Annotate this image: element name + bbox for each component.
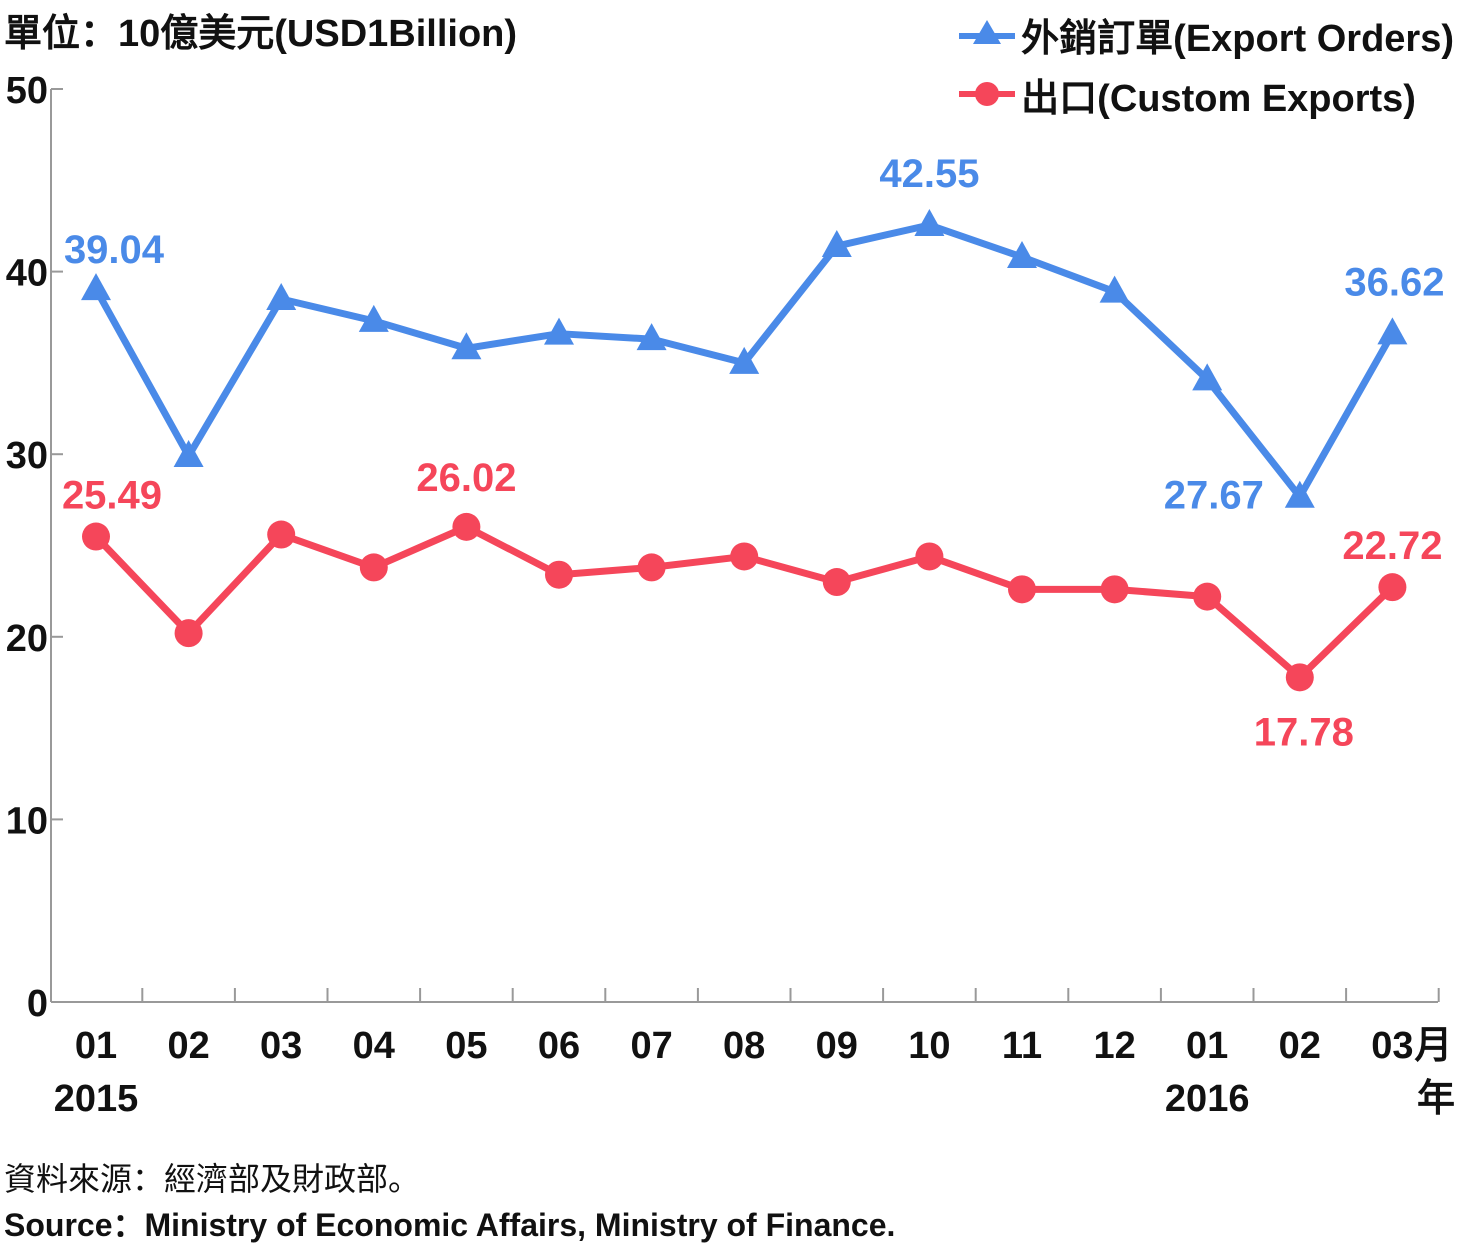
legend-item-custom-exports: 出口(Custom Exports) [957,64,1454,124]
x-tick-label: 05 [445,1025,487,1067]
source-note-english: Source：Ministry of Economic Affairs, Min… [4,1207,896,1243]
x-tick-label: 01 [75,1025,117,1067]
data-point-triangle [1007,240,1037,268]
legend-label-custom-exports: 出口(Custom Exports) [1021,77,1416,120]
x-tick-label: 04 [353,1025,395,1067]
x-tick-label: 06 [538,1025,580,1067]
data-point-triangle [636,323,667,351]
x-tick-label: 02 [1279,1025,1321,1067]
data-point-triangle [1099,275,1130,303]
legend-item-export-orders: 外銷訂單(Export Orders) [957,4,1454,64]
x-tick-label: 09 [816,1025,858,1067]
data-point-circle [267,520,296,549]
y-tick-label: 10 [6,800,48,842]
data-point-triangle [266,282,297,310]
data-point-circle [452,512,481,541]
data-point-circle [1193,582,1222,611]
y-tick-label: 30 [6,435,48,477]
data-point-triangle [914,209,945,237]
data-point-triangle [1284,480,1315,508]
x-tick-label: 11 [1002,1025,1042,1067]
data-point-circle [359,553,388,582]
data-point-circle [82,522,110,551]
data-label: 22.72 [1342,524,1442,568]
x-year-label: 2016 [1165,1078,1250,1120]
circle-marker-icon [959,82,1016,106]
data-point-triangle [544,317,574,345]
x-tick-label: 07 [630,1025,672,1067]
data-label: 42.55 [879,152,979,196]
triangle-marker-icon [959,20,1016,44]
y-tick-label: 50 [6,70,48,112]
y-tick-label: 40 [6,253,48,295]
axes: 0 10 20 30 40 50 01 02 03 04 05 06 07 08 09 10 11 12 01 02 0… [6,70,1455,1120]
data-point-triangle [729,346,760,374]
x-tick-label: 08 [723,1025,765,1067]
data-point-circle [1100,575,1129,604]
x-tick-label: 01 [1186,1025,1228,1067]
data-label: 17.78 [1254,710,1354,754]
source-note-chinese: 資料來源：經濟部及財政部。 [4,1161,421,1197]
unit-label: 單位：10億美元(USD1Billion) [4,13,518,55]
data-point-circle [730,542,759,571]
data-point-triangle [1192,363,1223,391]
data-point-circle [915,542,944,571]
data-point-circle [1378,573,1407,602]
labels-layer: 39.04 42.55 27.67 36.62 25.49 26.02 17.78 22.72 [62,152,1445,754]
data-point-circle [174,619,203,648]
data-point-circle [637,553,666,582]
x-axis-month-suffix: 月 [1414,1025,1452,1067]
data-point-triangle [358,304,389,332]
x-tick-label: 03 [260,1025,302,1067]
x-axis-year-title: 年 [1417,1078,1455,1120]
legend-label-export-orders: 外銷訂單(Export Orders) [1021,17,1454,60]
data-point-circle [822,568,851,597]
data-point-triangle [451,332,482,360]
x-tick-label: 03 [1371,1025,1413,1067]
data-label: 25.49 [62,474,162,518]
data-point-triangle [821,230,852,258]
data-point-triangle [173,440,204,468]
data-label: 26.02 [416,456,516,500]
data-point-circle [1285,663,1314,692]
data-point-triangle [81,273,111,301]
y-tick-label: 20 [6,618,48,660]
x-year-label: 2015 [54,1078,139,1120]
series-layer [81,209,1408,692]
data-point-circle [545,560,573,589]
x-tick-label: 02 [167,1025,209,1067]
data-point-circle [1008,575,1036,604]
legend: 外銷訂單(Export Orders) 出口(Custom Exports) [957,4,1454,124]
data-label: 39.04 [64,228,165,272]
x-tick-label: 12 [1093,1025,1135,1067]
data-label: 27.67 [1164,474,1264,518]
y-tick-label: 0 [27,983,48,1025]
x-tick-label: 10 [908,1025,950,1067]
data-point-triangle [1377,317,1408,345]
data-label: 36.62 [1344,260,1444,304]
